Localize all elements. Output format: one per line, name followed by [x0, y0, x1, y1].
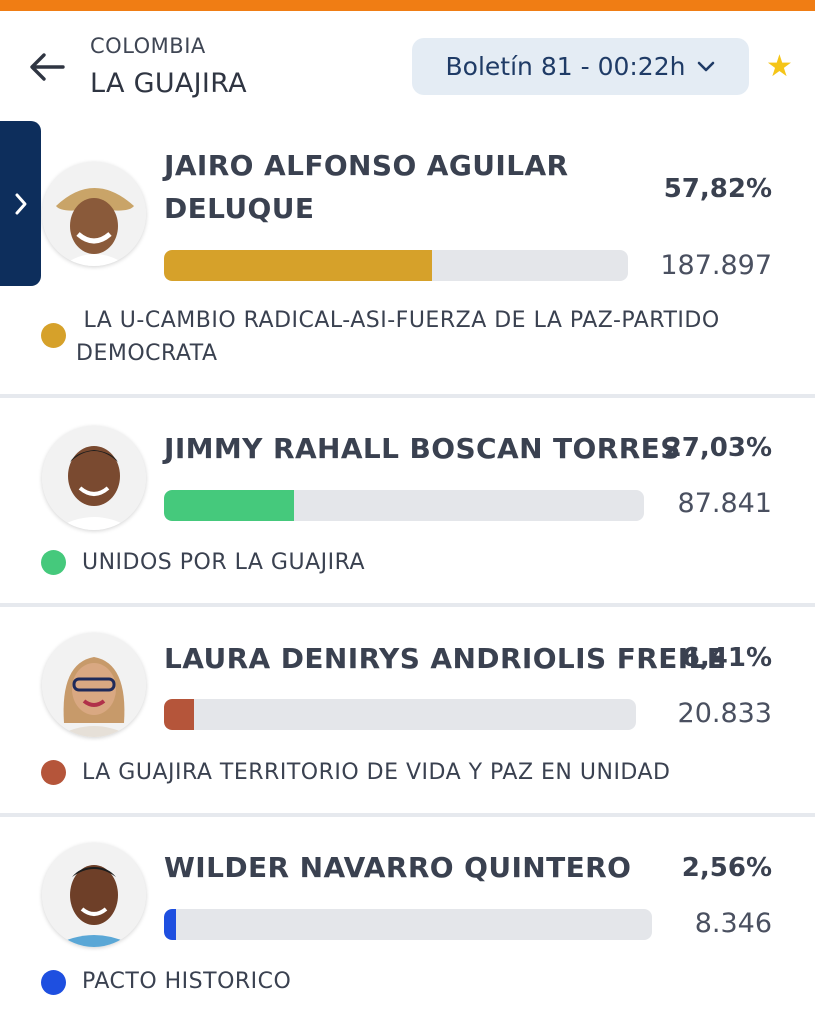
- candidate-photo: [42, 843, 146, 947]
- chevron-down-icon: [698, 61, 715, 71]
- bulletin-label: Boletín 81 - 00:22h: [445, 52, 686, 81]
- back-button[interactable]: [26, 49, 68, 85]
- party-name-line: DEMOCRATA: [76, 341, 218, 366]
- breadcrumb-country: COLOMBIA: [90, 34, 206, 58]
- party-name-line: LA GUAJIRA TERRITORIO DE VIDA Y PAZ EN U…: [82, 760, 671, 785]
- vote-progress-fill: [164, 699, 195, 730]
- candidate-name: JIMMY RAHALL BOSCAN TORRES: [164, 432, 681, 465]
- vote-progress-bar: [164, 490, 644, 521]
- party-name-line: UNIDOS POR LA GUAJIRA: [82, 550, 366, 575]
- vote-progress-bar: [164, 250, 628, 281]
- candidate-card[interactable]: LAURA DENIRYS ANDRIOLIS FREILE 6,41% 20.…: [0, 607, 815, 813]
- vote-percent: 2,56%: [681, 853, 772, 883]
- chevron-right-icon: [15, 193, 26, 214]
- candidate-photo: [42, 162, 146, 266]
- vote-progress-fill: [164, 250, 433, 281]
- vote-progress-fill: [164, 909, 177, 940]
- divider: [0, 394, 815, 398]
- vote-count: 187.897: [660, 250, 772, 281]
- star-icon[interactable]: ★: [766, 49, 793, 84]
- candidate-card[interactable]: JIMMY RAHALL BOSCAN TORRES 27,03% 87.841…: [0, 398, 815, 603]
- vote-progress-fill: [164, 490, 294, 521]
- candidate-name-line: JAIRO ALFONSO AGUILAR: [164, 149, 569, 182]
- party-name: LA GUAJIRA TERRITORIO DE VIDA Y PAZ EN U…: [82, 756, 670, 789]
- party-color-dot: [41, 323, 66, 348]
- divider: [0, 603, 815, 607]
- party-color-dot: [41, 970, 66, 995]
- divider: [0, 813, 815, 817]
- expand-panel-button[interactable]: [0, 121, 41, 286]
- candidate-name: LAURA DENIRYS ANDRIOLIS FREILE: [164, 642, 727, 675]
- party-name-line: PACTO HISTORICO: [82, 969, 292, 994]
- vote-count: 8.346: [694, 908, 772, 939]
- bulletin-selector[interactable]: Boletín 81 - 00:22h: [412, 38, 749, 95]
- party-color-dot: [41, 550, 66, 575]
- candidate-name-line: DELUQUE: [164, 192, 315, 225]
- vote-percent: 27,03%: [663, 433, 772, 463]
- vote-percent: 57,82%: [663, 174, 772, 204]
- party-name: LA U-CAMBIO RADICAL-ASI-FUERZA DE LA PAZ…: [76, 304, 720, 370]
- party-name: PACTO HISTORICO: [82, 965, 291, 998]
- avatar: [42, 162, 146, 266]
- candidate-photo: [42, 426, 146, 530]
- party-name-line: LA U-CAMBIO RADICAL-ASI-FUERZA DE LA PAZ…: [76, 308, 720, 333]
- avatar: [42, 843, 146, 947]
- candidate-card[interactable]: WILDER NAVARRO QUINTERO 2,56% 8.346 PACT…: [0, 817, 815, 1024]
- party-color-dot: [41, 760, 66, 785]
- vote-count: 87.841: [677, 488, 772, 519]
- party-name: UNIDOS POR LA GUAJIRA: [82, 546, 365, 579]
- top-accent-bar: [0, 0, 815, 11]
- vote-count: 20.833: [677, 698, 772, 729]
- vote-percent: 6,41%: [681, 643, 772, 673]
- page-header: COLOMBIA LA GUAJIRA Boletín 81 - 00:22h …: [0, 11, 815, 119]
- avatar: [42, 426, 146, 530]
- candidate-name: WILDER NAVARRO QUINTERO: [164, 851, 632, 884]
- vote-progress-bar: [164, 909, 652, 940]
- candidate-photo: [42, 633, 146, 737]
- arrow-left-icon: [30, 53, 65, 81]
- candidate-card[interactable]: JAIRO ALFONSO AGUILAR DELUQUE 57,82% 187…: [0, 121, 815, 394]
- avatar: [42, 633, 146, 737]
- candidate-name: JAIRO ALFONSO AGUILAR DELUQUE: [164, 144, 569, 230]
- vote-progress-bar: [164, 699, 636, 730]
- page-title: LA GUAJIRA: [90, 68, 247, 99]
